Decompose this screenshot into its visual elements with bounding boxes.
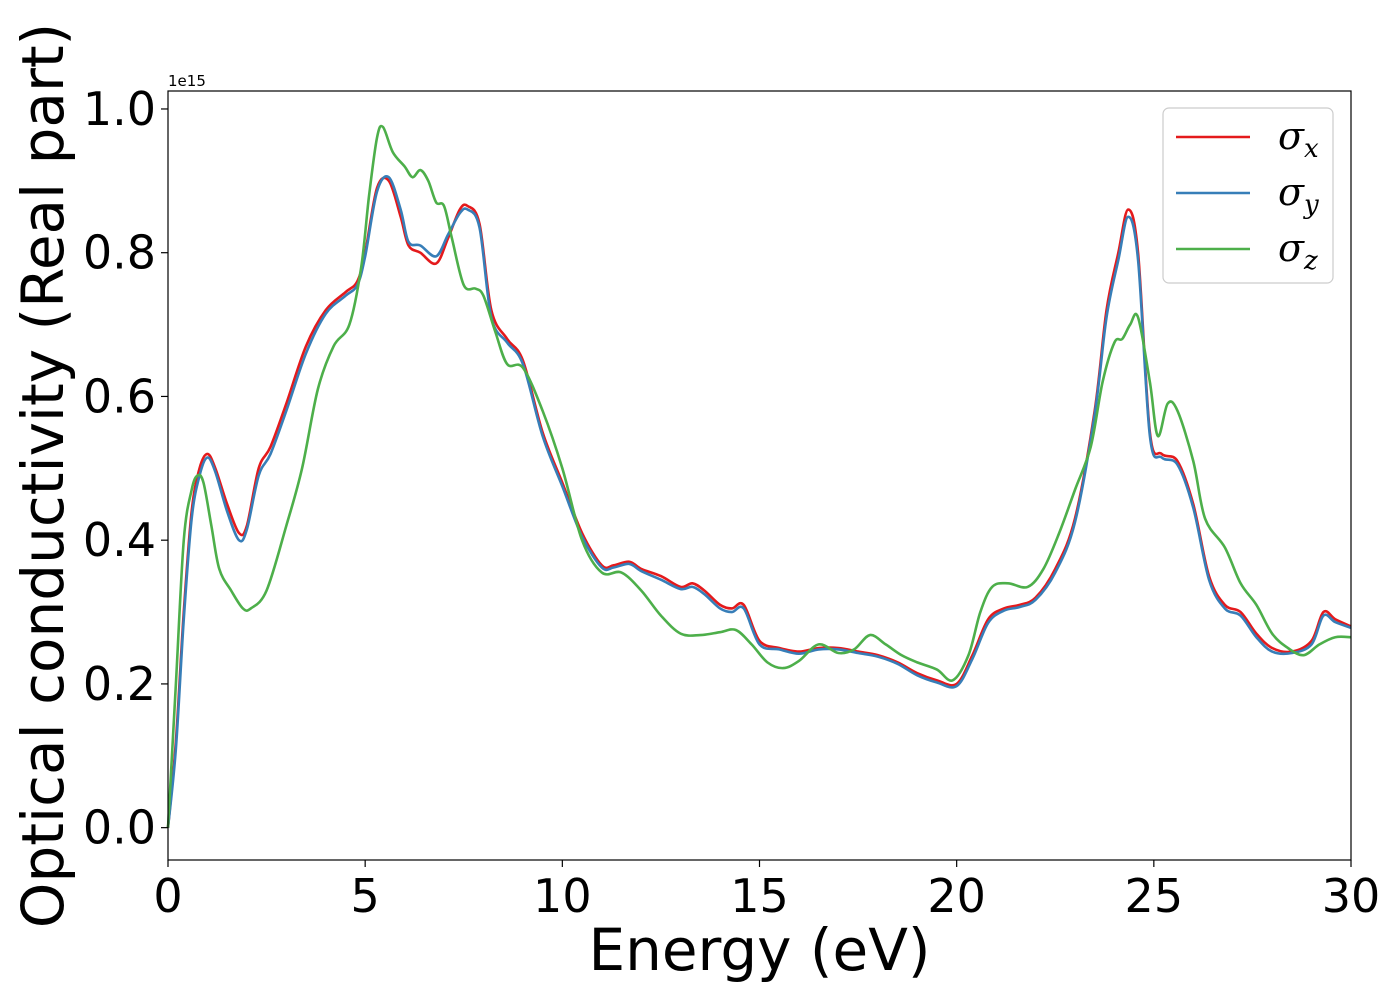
legend-label-x: σx — [1278, 114, 1319, 164]
y-axis-ticks: 0.0 0.2 0.4 0.6 0.8 1.0 — [83, 82, 168, 855]
series-line-z — [166, 124, 1352, 828]
x-tick-label: 5 — [351, 869, 380, 923]
y-tick-label: 0.2 — [83, 657, 156, 711]
x-tick-label: 15 — [730, 869, 789, 923]
x-tick-label: 10 — [533, 869, 592, 923]
legend-label-z: σz — [1278, 226, 1318, 276]
y-tick-label: 0.0 — [83, 801, 156, 855]
x-tick-label: 25 — [1125, 869, 1184, 923]
legend-label-y: σy — [1278, 170, 1319, 220]
y-tick-label: 1.0 — [83, 82, 156, 136]
y-tick-label: 0.8 — [83, 226, 156, 280]
x-tick-label: 30 — [1322, 869, 1381, 923]
x-tick-label: 0 — [153, 869, 182, 923]
legend: σx σy σz — [1162, 107, 1334, 284]
x-tick-label: 20 — [927, 869, 986, 923]
legend-box — [1162, 107, 1334, 284]
series-layer — [166, 124, 1352, 828]
x-axis-title: Energy (eV) — [588, 916, 930, 984]
y-offset-label: 1e15 — [168, 72, 206, 90]
x-axis-ticks: 0 5 10 15 20 25 30 — [153, 860, 1380, 923]
y-tick-label: 0.6 — [83, 369, 156, 423]
y-tick-label: 0.4 — [83, 513, 156, 567]
y-axis-title: Optical conductivity (Real part) — [9, 23, 77, 928]
